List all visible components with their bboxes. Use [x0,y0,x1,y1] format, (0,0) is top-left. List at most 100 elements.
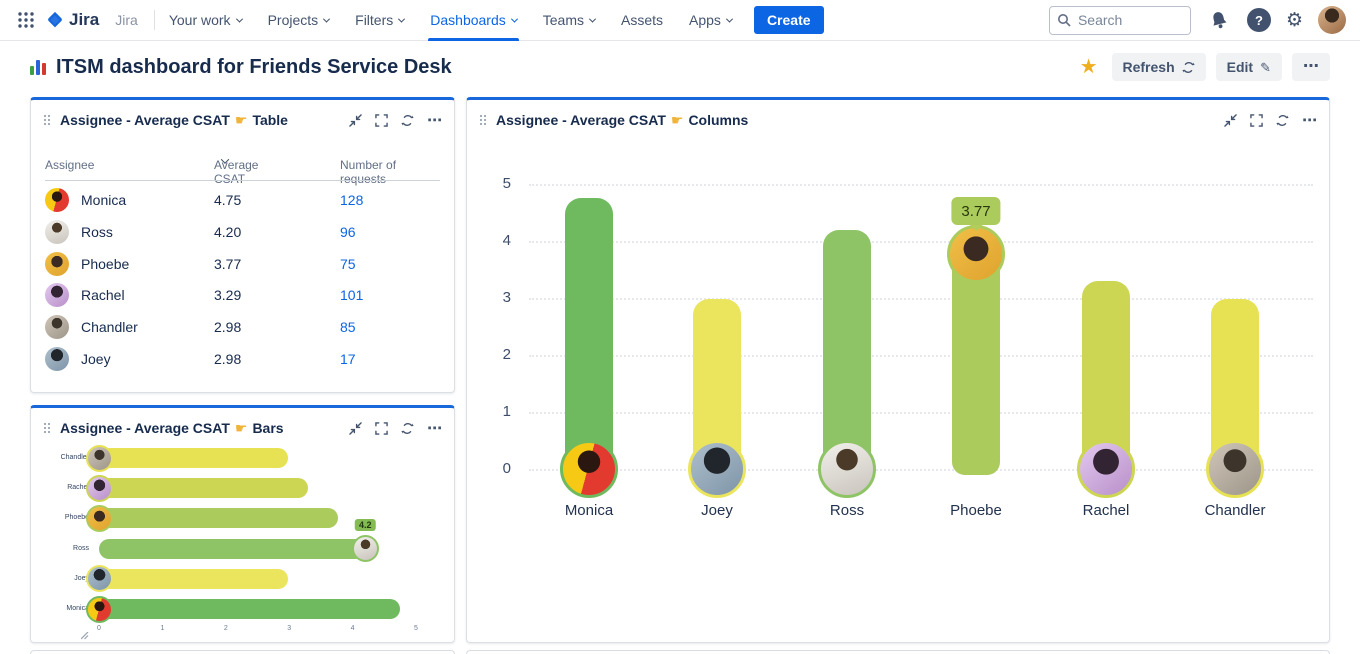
gadget-csat-table: Assignee - Average CSAT ☛ Table ⋯ [30,97,455,393]
search-icon [1057,13,1071,27]
gridline [529,412,1313,414]
nav-item-filters[interactable]: Filters [355,0,406,41]
requests-link[interactable]: 17 [340,350,356,367]
gadget-title-prefix: Assignee - Average CSAT [60,419,230,436]
nav-item-projects[interactable]: Projects [267,0,331,41]
table-header-divider [45,180,440,181]
bar-category-label: Monica [66,605,89,612]
expand-icon[interactable] [1250,113,1263,127]
gridline [529,184,1313,186]
gadget-more-icon[interactable]: ⋯ [427,111,442,129]
nav-item-dashboards[interactable]: Dashboards [428,0,519,41]
bar-monica[interactable] [99,599,401,619]
requests-link[interactable]: 101 [340,287,364,304]
ellipsis-icon: ⋯ [1303,58,1319,75]
favorite-star-icon[interactable]: ★ [1079,56,1098,78]
nav-item-label: Dashboards [430,12,506,28]
app-label: Jira [115,12,138,28]
collapse-icon[interactable] [1224,113,1237,127]
nav-item-label: Apps [689,12,721,28]
table-row: Joey 2.98 17 [45,343,440,375]
expand-icon[interactable] [375,421,388,435]
column-ross[interactable] [823,229,871,475]
nav-divider [153,10,155,30]
collapse-icon[interactable] [349,113,362,127]
gadget-title: Assignee - Average CSAT ☛ Bars [60,420,284,437]
search-input[interactable] [1048,5,1191,35]
app-switcher-icon[interactable] [14,8,38,32]
assignee-name: Phoebe [81,255,130,272]
nav-item-teams[interactable]: Teams [543,0,597,41]
bar-chandler[interactable] [99,448,288,468]
user-avatar[interactable] [1318,6,1346,34]
refresh-icon[interactable] [401,422,414,435]
top-right-cluster: ? ⚙ [1048,5,1346,35]
csat-value: 4.20 [214,223,242,240]
table-row: Rachel 3.29 101 [45,279,440,311]
refresh-button[interactable]: Refresh [1111,53,1206,81]
drag-handle-icon[interactable] [479,114,487,126]
gadget-title-prefix: Assignee - Average CSAT [496,111,666,128]
column-phoebe[interactable] [952,254,1000,475]
column-header-assignee: Assignee [45,158,95,172]
gridline [529,298,1313,300]
gadget-more-icon[interactable]: ⋯ [1302,111,1317,129]
refresh-icon[interactable] [401,114,414,127]
help-icon[interactable]: ? [1246,8,1271,32]
csat-value: 3.77 [214,255,242,272]
drag-handle-icon[interactable] [43,114,51,126]
y-axis-tick-label: 2 [502,346,511,363]
table-header-row: Assignee Average CSAT Number of requests [45,155,440,186]
nav-item-apps[interactable]: Apps [689,0,733,41]
bar-rachel[interactable] [99,478,308,499]
x-axis-category-label: Monica [564,502,614,519]
more-actions-button[interactable]: ⋯ [1292,53,1330,81]
nav-item-label: Your work [168,12,231,28]
csat-value: 2.98 [214,319,242,336]
requests-link[interactable]: 128 [340,192,364,208]
avatar-ross [818,440,876,498]
gadget-title-suffix: Table [252,111,288,128]
requests-link[interactable]: 85 [340,319,356,336]
primary-nav: Your work Projects Filters Dashboards Teams A… [168,0,733,41]
nav-item-label: Projects [267,12,319,28]
jira-logo-icon [48,11,62,28]
column-monica[interactable] [565,198,613,475]
jira-logo[interactable]: Jira [46,10,99,30]
gadget-more-icon[interactable]: ⋯ [427,419,442,437]
notifications-bell-icon[interactable] [1206,7,1232,33]
avatar-ross [351,535,379,563]
create-button[interactable]: Create [753,6,824,34]
avatar-rachel [1077,440,1135,498]
nav-item-your-work[interactable]: Your work [168,0,243,41]
requests-link[interactable]: 96 [340,223,356,240]
gadget-csat-columns: Assignee - Average CSAT ☛ Columns ⋯ [466,97,1330,643]
gridline [529,355,1313,357]
avatar-monica [45,188,69,212]
bar-category-label: Ross [73,544,89,552]
collapse-icon[interactable] [349,421,362,435]
drag-handle-icon[interactable] [43,422,51,434]
dashboard-chart-icon [30,59,47,75]
refresh-icon[interactable] [1276,114,1289,127]
bar-joey[interactable] [99,568,288,589]
avatar-phoebe [85,504,113,532]
bar-value-label: 4.2 [355,518,376,531]
requests-link[interactable]: 75 [340,255,356,272]
edit-button[interactable]: Edit ✎ [1215,53,1282,81]
columns-chart: 5 4 3 2 1 0 Monica Joey Ross Phoebe 3.77 Rachel Chan… [467,100,1329,642]
refresh-label: Refresh [1122,59,1175,75]
x-axis-tick-label: 4 [350,625,355,632]
expand-icon[interactable] [375,113,388,127]
chart-resize-handle[interactable] [81,632,89,640]
settings-gear-icon[interactable]: ⚙ [1285,9,1303,31]
bar-ross[interactable] [99,538,366,559]
title-actions: ★ Refresh Edit ✎ ⋯ [1080,53,1330,81]
csat-value: 3.29 [214,287,242,304]
nav-item-assets[interactable]: Assets [621,0,663,41]
avatar-phoebe [45,251,69,276]
gadget-controls: ⋯ [349,113,442,128]
bar-phoebe[interactable] [99,508,339,529]
x-axis-category-label: Joey [701,502,733,519]
avatar-rachel [45,283,69,308]
